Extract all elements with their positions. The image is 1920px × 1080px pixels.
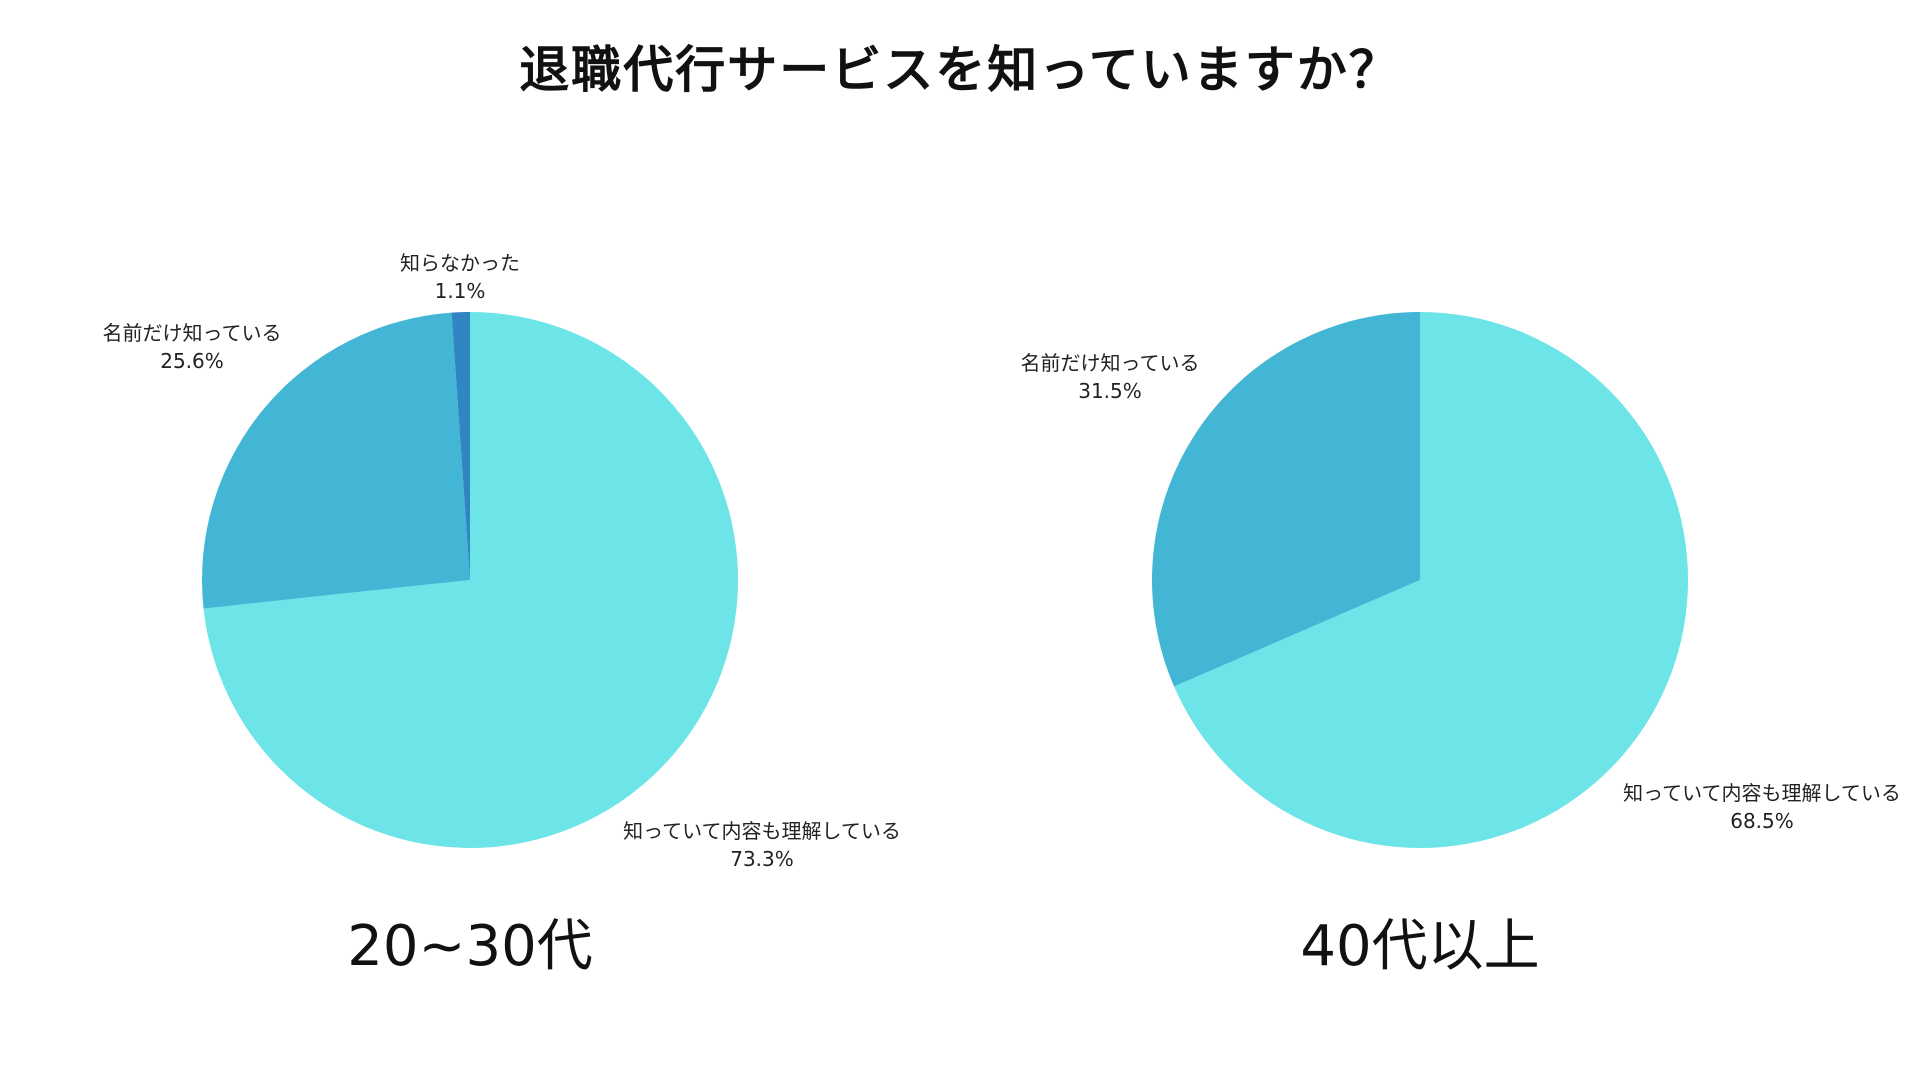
slice-value-label: 1.1%: [435, 279, 486, 303]
chart-caption-20-30: 20~30代: [347, 914, 592, 979]
pie-chart-40-plus: 知っていて内容も理解している 68.5% 名前だけ知っている 31.5% 40代以上: [1021, 312, 1901, 979]
slice-value-label: 73.3%: [730, 847, 794, 871]
slice-label: 名前だけ知っている: [103, 321, 282, 345]
slice-value-label: 68.5%: [1730, 809, 1794, 833]
page-title: 退職代行サービスを知っていますか？: [519, 41, 1401, 99]
pie-slice: [203, 312, 739, 849]
slice-label: 知っていて内容も理解している: [1623, 781, 1901, 805]
pie-slice: [1174, 312, 1688, 848]
pie-chart-20-30: 知っていて内容も理解している 73.3% 名前だけ知っている 25.6% 知らなかった 1…: [103, 251, 901, 979]
pie-slice: [202, 312, 470, 609]
pie-slice: [1151, 312, 1420, 687]
chart-caption-40-plus: 40代以上: [1300, 914, 1539, 979]
pie-slice: [451, 312, 470, 580]
slice-value-label: 31.5%: [1078, 379, 1142, 403]
slice-label: 名前だけ知っている: [1021, 351, 1200, 375]
slice-value-label: 25.6%: [160, 349, 224, 373]
slice-label: 知らなかった: [400, 251, 520, 275]
slice-label: 知っていて内容も理解している: [623, 819, 901, 843]
